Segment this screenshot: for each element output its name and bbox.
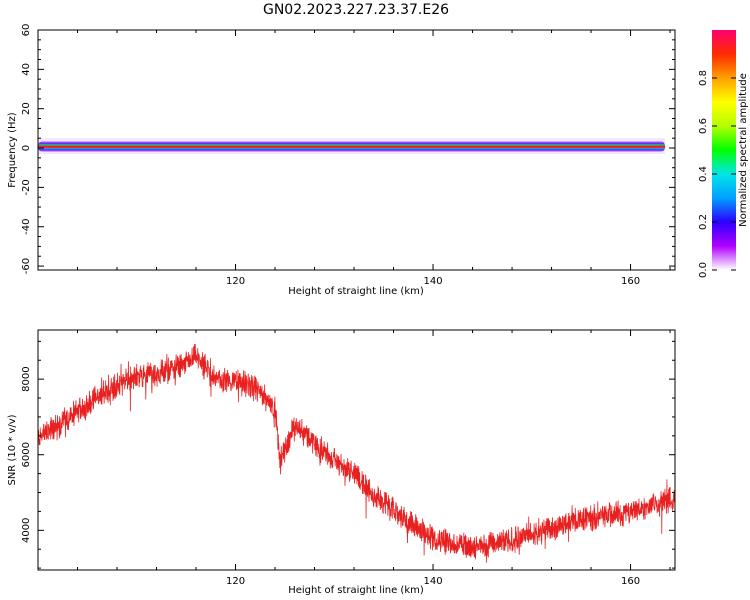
snr-frame [37, 329, 676, 571]
colorbar-fill [712, 30, 736, 270]
colorbar-tick-label: 0.4 [698, 166, 709, 182]
y-tick-label: 8000 [21, 366, 32, 391]
y-tick-label: 0 [21, 145, 32, 151]
x-tick-label: 160 [621, 576, 640, 587]
spectrogram-ticks: 120 140 160 -60 -40 -20 0 20 40 60 [21, 24, 675, 287]
x-tick-label: 140 [423, 576, 442, 587]
colorbar-tick-label: 0.6 [698, 118, 709, 134]
spectrogram-frame [37, 29, 676, 271]
y-tick-label: 6000 [21, 442, 32, 467]
spectral-band [38, 138, 666, 155]
snr-xlabel: Height of straight line (km) [288, 585, 424, 596]
y-tick-label: 20 [21, 102, 32, 115]
colorbar-label: Normalized spectral amplitude [738, 73, 749, 227]
y-tick-label: 4000 [21, 518, 32, 543]
y-tick-label: 60 [21, 24, 32, 37]
colorbar-tick-label: 0.0 [698, 262, 709, 278]
snr-ylabel: SNR (10 * v/v) [7, 414, 18, 485]
snr-series-line [38, 343, 675, 563]
spectrogram-panel: 120 140 160 -60 -40 -20 0 20 40 60 Height of stra… [7, 24, 676, 297]
y-tick-label: -20 [21, 179, 32, 195]
y-tick-label: -40 [21, 219, 32, 235]
colorbar-tick-label: 0.8 [698, 70, 709, 86]
x-tick-label: 160 [621, 276, 640, 287]
snr-panel: 120 140 160 4000 6000 8000 Height of straight… [7, 329, 676, 596]
colorbar-ticks: 0.0 0.2 0.4 0.6 0.8 [698, 70, 736, 278]
y-tick-label: 40 [21, 63, 32, 76]
spectrogram-ylabel: Frequency (Hz) [7, 112, 18, 188]
colorbar-tick-label: 0.2 [698, 214, 709, 230]
colorbar: 0.0 0.2 0.4 0.6 0.8 Normalized spectral ampl… [698, 30, 749, 278]
snr-ticks: 120 140 160 4000 6000 8000 [21, 330, 675, 587]
x-tick-label: 120 [226, 576, 245, 587]
y-tick-label: -60 [21, 258, 32, 274]
figure-title: GN02.2023.227.23.37.E26 [263, 2, 449, 18]
snr-plot-area [38, 330, 675, 570]
x-tick-label: 120 [226, 276, 245, 287]
spectrogram-xlabel: Height of straight line (km) [288, 286, 424, 297]
x-tick-label: 140 [423, 276, 442, 287]
